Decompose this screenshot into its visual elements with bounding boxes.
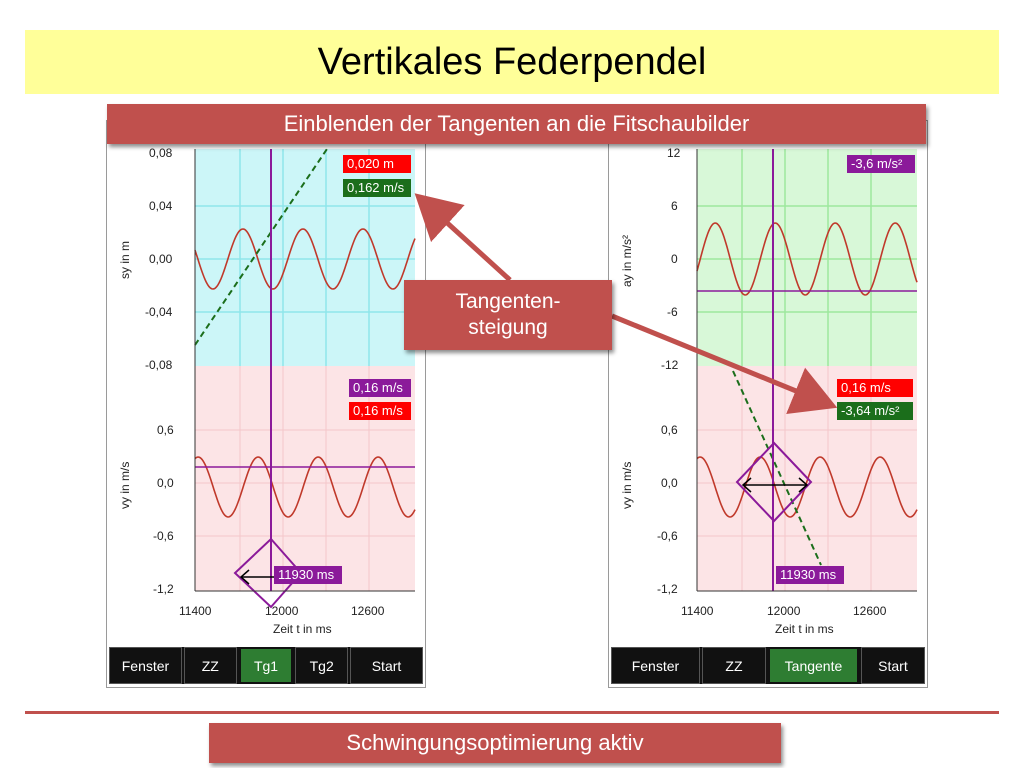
left-position-curve: [194, 228, 416, 290]
right-slope-readout: -3,64 m/s²: [837, 402, 913, 420]
left-top-ytick: 0,04: [149, 199, 173, 213]
right-xtick: 11400: [681, 604, 714, 618]
right-time-readout: 11930 ms: [776, 566, 844, 584]
left-toolbar: Fenster ZZ Tg1 Tg2 Start: [109, 647, 423, 684]
zz-button[interactable]: ZZ: [183, 647, 237, 684]
right-xtick: 12600: [853, 604, 887, 618]
left-bottom-ytick: 0,6: [157, 423, 174, 437]
right-bottom-ytick: -1,2: [657, 582, 678, 596]
left-bottom-ylabel: vy in m/s: [118, 462, 132, 509]
right-top-ytick: -12: [661, 358, 679, 372]
left-xtick: 12000: [265, 604, 299, 618]
left-xtick: 12600: [351, 604, 385, 618]
left-top-ytick: 0,08: [149, 146, 173, 160]
fenster-button[interactable]: Fenster: [109, 647, 182, 684]
left-velocity-curve: [194, 456, 416, 518]
right-app-screen: 12 6 0 -6 -12 ay in m/s² 0,6 0,0 -0,6 -1…: [608, 120, 928, 688]
left-xtick: 11400: [179, 604, 212, 618]
left-top-ytick: 0,00: [149, 252, 173, 266]
right-top-ytick: 12: [667, 146, 681, 160]
slope-callout: Tangenten- steigung: [404, 280, 612, 350]
right-top-ytick: 0: [671, 252, 678, 266]
right-velocity-readout: 0,16 m/s: [837, 379, 913, 397]
info-banner-text: Einblenden der Tangenten an die Fitschau…: [283, 111, 750, 136]
left-xlabel: Zeit t in ms: [273, 622, 332, 636]
left-top-ytick: -0,04: [145, 305, 173, 319]
left-bottom-ytick: -1,2: [153, 582, 174, 596]
right-xlabel: Zeit t in ms: [775, 622, 834, 636]
right-acceleration-curve: [696, 222, 918, 296]
start-button[interactable]: Start: [350, 647, 423, 684]
right-bottom-ytick: 0,0: [661, 476, 678, 490]
right-top-ylabel: ay in m/s²: [620, 235, 634, 287]
right-toolbar: Fenster ZZ Tangente Start: [611, 647, 925, 684]
left-bottom-ytick: 0,0: [157, 476, 174, 490]
right-velocity-curve: [696, 456, 918, 518]
right-bottom-ytick: 0,6: [661, 423, 678, 437]
left-slope-readout: 0,162 m/s: [343, 179, 411, 197]
tangente-button[interactable]: Tangente: [768, 647, 859, 684]
page-title: Vertikales Federpendel: [317, 40, 707, 83]
status-banner: Schwingungsoptimierung aktiv: [209, 723, 781, 763]
left-app-screen: 0,08 0,04 0,00 -0,04 -0,08 sy in m 0,6 0…: [106, 120, 426, 688]
info-banner: Einblenden der Tangenten an die Fitschau…: [107, 104, 926, 144]
title-bar: Vertikales Federpendel: [25, 30, 999, 94]
start-button[interactable]: Start: [860, 647, 925, 684]
right-cursor-handle[interactable]: [735, 441, 813, 523]
left-top-ylabel: sy in m: [118, 241, 132, 279]
left-position-readout: 0,020 m: [343, 155, 411, 173]
tg1-button[interactable]: Tg1: [238, 647, 294, 684]
callout-arrow-left: [414, 193, 512, 282]
left-velocity-cursor-readout: 0,16 m/s: [349, 379, 411, 397]
slope-callout-line1: Tangenten-: [455, 290, 561, 313]
left-time-readout: 11930 ms: [274, 566, 342, 584]
right-acceleration-readout: -3,6 m/s²: [847, 155, 915, 173]
tg2-button[interactable]: Tg2: [295, 647, 349, 684]
fenster-button[interactable]: Fenster: [611, 647, 700, 684]
footer-divider: [25, 711, 999, 714]
left-top-ytick: -0,08: [145, 358, 173, 372]
right-bottom-ylabel: vy in m/s: [620, 462, 634, 509]
right-xtick: 12000: [767, 604, 801, 618]
right-top-ytick: -6: [667, 305, 678, 319]
right-double-arrow-icon: [741, 477, 809, 493]
left-cursor-handle[interactable]: [233, 537, 303, 609]
right-bottom-ytick: -0,6: [657, 529, 678, 543]
right-top-ytick: 6: [671, 199, 678, 213]
zz-button[interactable]: ZZ: [701, 647, 766, 684]
left-bottom-plot-bg: [195, 366, 415, 591]
status-banner-text: Schwingungsoptimierung aktiv: [346, 730, 644, 755]
left-bottom-ytick: -0,6: [153, 529, 174, 543]
left-velocity-readout: 0,16 m/s: [349, 402, 411, 420]
slope-callout-line2: steigung: [468, 316, 548, 339]
